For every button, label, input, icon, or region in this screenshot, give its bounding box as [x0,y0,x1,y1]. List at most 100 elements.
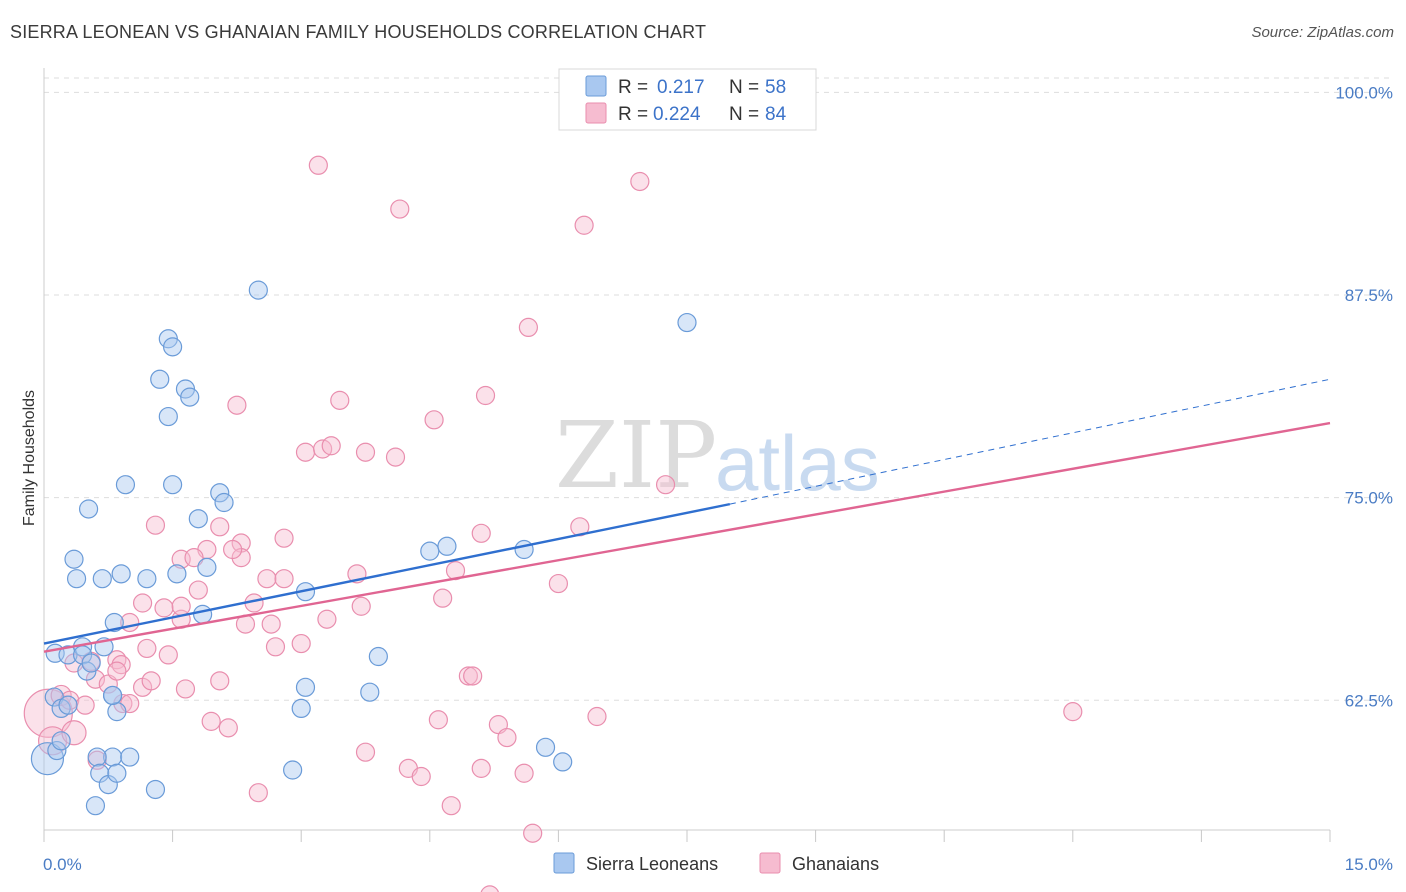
ghanaians-point-74 [471,523,491,543]
sierra-leoneans-point-38 [188,509,208,529]
ghanaians-point-16 [107,661,127,681]
ghanaians-point-67 [385,447,406,467]
ghanaians-point-73 [433,588,453,608]
legend-swatch-pink [585,102,607,124]
ghanaians-point-39 [265,637,286,657]
y-tick-label-2: 75.0% [1345,489,1393,508]
ghanaians-point-35 [274,569,294,589]
ghanaians-point-70 [424,410,444,430]
ghanaians-point-66 [355,442,376,462]
ghanaians-point-31 [184,548,204,568]
watermark-atlas-text: atlas [715,419,880,507]
sierra-leoneans-point-28 [104,612,124,633]
trend-lines [43,378,1331,653]
ghanaians-point-78 [655,475,676,495]
sierra-leoneans-point-16 [87,747,107,767]
sierra-leoneans-point-14 [107,702,127,722]
x-tick-label-min: 0.0% [43,855,82,874]
ghanaians-point-32 [223,539,243,560]
correlation-legend: R = 0.217 N = 58 R = 0.224 N = 84 [558,68,817,131]
sierra-leoneans-point-54 [368,646,388,667]
ghanaians-point-38 [261,614,281,634]
ghanaians-point-49 [351,596,371,616]
ghanaians-points [23,155,1083,892]
ghanaians-point-77 [587,706,607,727]
legend-r-label-1: R = [618,77,648,98]
legend-swatch-blue [585,75,607,97]
chart-title: SIERRA LEONEAN VS GHANAIAN FAMILY HOUSEH… [10,22,707,42]
sierra-leoneans-point-5 [58,695,78,715]
bottom-legend-swatch-pink [759,852,781,874]
ghanaians-point-18 [158,645,178,665]
sierra-leoneans-point-11 [81,653,101,673]
ghanaians-point-71 [475,385,496,406]
legend-r-value-1: 0.217 [657,77,705,98]
y-tick-label-3: 62.5% [1345,691,1393,710]
bottom-legend-label-sierra-leoneans: Sierra Leoneans [586,854,718,874]
sierra-leoneans-point-29 [137,569,157,589]
sierra-leoneans-trend-line [43,502,731,645]
ghanaians-point-79 [518,317,538,338]
ghanaians-point-82 [308,155,328,175]
ghanaians-point-24 [171,596,191,616]
sierra-leoneans-points [30,280,697,816]
ghanaians-point-56 [463,666,483,686]
ghanaians-point-63 [295,442,316,462]
sierra-leoneans-point-49 [437,536,457,556]
ghanaians-point-52 [411,766,431,787]
sierra-leoneans-point-48 [420,541,440,561]
sierra-leoneans-point-34 [115,475,136,495]
sierra-leoneans-point-40 [150,369,170,389]
ghanaians-point-36 [274,528,294,548]
y-tick-label-1: 87.5% [1345,286,1393,305]
sierra-leoneans-point-46 [677,312,697,333]
sierra-leoneans-point-45 [248,280,268,300]
ghanaians-point-45 [218,718,238,738]
sierra-leoneans-point-25 [66,569,87,589]
ghanaians-point-84 [1063,702,1083,722]
sierra-leoneans-point-30 [167,564,187,584]
bottom-legend-label-ghanaians: Ghanaians [792,854,879,874]
ghanaians-point-44 [201,711,221,731]
ghanaians-point-17 [137,638,157,659]
legend-n-label-1: N = [729,77,759,98]
legend-n-value-2: 84 [765,104,787,125]
sierra-leoneans-point-39 [158,406,178,427]
ghanaians-point-68 [330,390,350,410]
sierra-leoneans-point-15 [102,747,123,767]
ghanaians-point-80 [574,215,594,235]
sierra-leoneans-point-51 [295,677,316,697]
ghanaians-point-55 [458,666,478,686]
ghanaians-point-34 [257,569,277,589]
sierra-leoneans-point-24 [64,549,84,569]
sierra-leoneans-point-21 [145,779,166,800]
ghanaians-point-33 [145,515,166,535]
x-tick-label-max: 15.0% [1345,855,1393,874]
ghanaians-point-83 [630,171,650,192]
sierra-leoneans-point-19 [107,763,127,783]
sierra-leoneans-point-32 [193,604,213,624]
watermark-zip-text: ZIP [555,402,717,509]
sierra-leoneans-point-26 [92,569,112,589]
ghanaians-point-59 [497,727,517,748]
sierra-leoneans-point-50 [514,539,534,560]
ghanaians-point-23 [154,598,174,618]
y-tick-labels: 100.0% 87.5% 75.0% 62.5% [1335,83,1393,710]
sierra-leoneans-point-0 [30,742,65,776]
sierra-leoneans-point-2 [51,731,71,751]
ghanaians-point-2 [61,720,87,746]
ghanaians-point-81 [390,199,410,219]
ghanaians-point-25 [188,580,208,600]
sierra-leoneans-point-57 [553,752,573,772]
sierra-leoneans-point-37 [214,492,234,513]
ghanaians-point-5 [75,695,95,715]
ghanaians-point-41 [291,633,311,654]
source-label: Source: ZipAtlas.com [1251,24,1394,41]
sierra-leoneans-point-36 [210,483,230,503]
sierra-leoneans-point-42 [180,387,200,407]
sierra-leoneans-point-56 [535,737,556,757]
legend-r-value-2: 0.224 [653,104,701,125]
sierra-leoneans-point-55 [283,760,303,780]
legend-n-value-1: 58 [765,77,786,98]
